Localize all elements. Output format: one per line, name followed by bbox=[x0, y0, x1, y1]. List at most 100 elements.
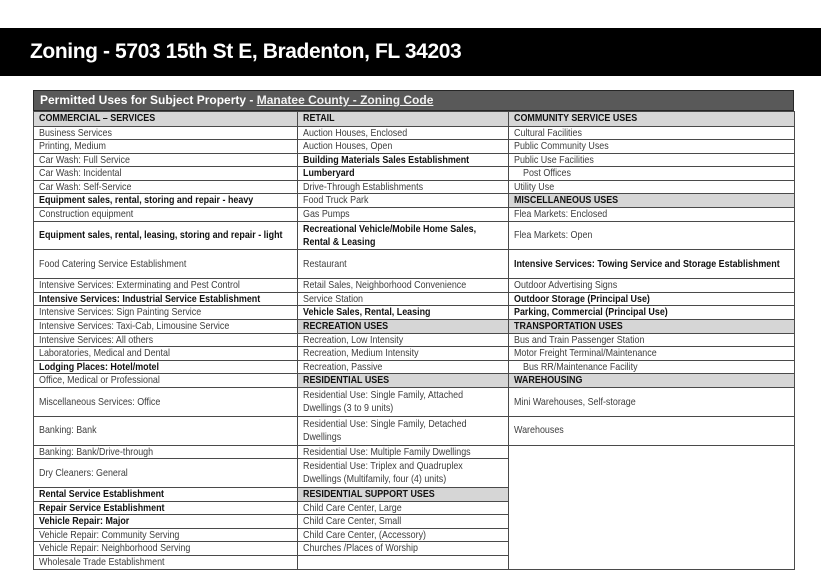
section-header-cell: WAREHOUSING bbox=[508, 373, 795, 388]
table-row: Vehicle Repair: Community Serving Child C… bbox=[33, 527, 795, 543]
column-header-retail: RETAIL bbox=[297, 111, 509, 127]
cell-text: Banking: Bank bbox=[39, 424, 97, 437]
cell-text: Building Materials Sales Establishment bbox=[303, 153, 470, 166]
cell-text: Intensive Services: Towing Service and S… bbox=[514, 258, 780, 271]
cell-text: Drive-Through Establishments bbox=[303, 180, 424, 193]
use-cell: Utility Use bbox=[508, 179, 795, 195]
cell-text: Intensive Services: Exterminating and Pe… bbox=[39, 279, 240, 292]
use-cell: Bus and Train Passenger Station bbox=[508, 332, 795, 348]
cell-text: Vehicle Repair: Major bbox=[39, 515, 130, 528]
cell-text: Food Catering Service Establishment bbox=[39, 258, 187, 271]
cell-text: Wholesale Trade Establishment bbox=[39, 555, 165, 568]
cell-text: Utility Use bbox=[514, 180, 555, 193]
use-cell: Miscellaneous Services: Office bbox=[33, 387, 298, 417]
empty-cell bbox=[508, 444, 795, 570]
use-cell: Child Care Center, Large bbox=[297, 500, 509, 516]
use-cell: Auction Houses, Open bbox=[297, 139, 509, 154]
use-cell: Banking: Bank bbox=[33, 415, 298, 446]
use-cell: Gas Pumps bbox=[297, 207, 509, 222]
empty-cell bbox=[297, 554, 509, 570]
page-title-banner: Zoning - 5703 15th St E, Bradenton, FL 3… bbox=[0, 28, 821, 76]
cell-text: Auction Houses, Open bbox=[303, 140, 393, 153]
cell-text: Banking: Bank/Drive-through bbox=[39, 445, 154, 458]
cell-text: Lumberyard bbox=[303, 167, 355, 180]
cell-text: Restaurant bbox=[303, 258, 347, 271]
cell-text: Recreation, Low Intensity bbox=[303, 333, 404, 346]
cell-text: Recreational Vehicle/Mobile Home Sales, … bbox=[303, 222, 477, 248]
page-title: Zoning - 5703 15th St E, Bradenton, FL 3… bbox=[30, 40, 462, 63]
use-cell: Intensive Services: Industrial Service E… bbox=[33, 291, 298, 307]
cell-text: Post Offices bbox=[523, 167, 571, 180]
use-cell: Car Wash: Self-Service bbox=[33, 179, 298, 195]
permitted-uses-section: Permitted Uses for Subject Property - Ma… bbox=[33, 90, 795, 570]
cell-text: Recreation, Medium Intensity bbox=[303, 347, 419, 360]
table-row: Dry Cleaners: General Residential Use: Tr… bbox=[33, 458, 795, 488]
use-cell: Dry Cleaners: General bbox=[33, 458, 298, 488]
cell-text: Vehicle Repair: Neighborhood Serving bbox=[39, 542, 191, 555]
cell-text: Intensive Services: Industrial Service E… bbox=[39, 292, 261, 305]
table-row: Laboratories, Medical and Dental Recreati… bbox=[33, 346, 795, 361]
cell-text: Child Care Center, Large bbox=[303, 501, 402, 514]
use-cell: Equipment sales, rental, storing and rep… bbox=[33, 193, 298, 209]
use-cell: Flea Markets: Enclosed bbox=[508, 207, 795, 222]
use-cell: Retail Sales, Neighborhood Convenience bbox=[297, 278, 509, 293]
use-cell: Intensive Services: Exterminating and Pe… bbox=[33, 278, 298, 293]
cell-text: Miscellaneous Services: Office bbox=[39, 395, 161, 408]
use-cell: Intensive Services: Taxi-Cab, Limousine … bbox=[33, 319, 298, 334]
cell-text: Car Wash: Incidental bbox=[39, 167, 122, 180]
table-row: Intensive Services: Industrial Service E… bbox=[33, 291, 795, 307]
use-cell: Business Services bbox=[33, 125, 298, 141]
cell-text: Residential Use: Triplex and Quadruplex … bbox=[303, 460, 463, 486]
use-cell: Post Offices bbox=[508, 166, 795, 181]
section-header-cell: RECREATION USES bbox=[297, 319, 509, 334]
cell-text: Public Community Uses bbox=[514, 140, 609, 153]
use-cell: Parking, Commercial (Principal Use) bbox=[508, 305, 795, 321]
use-cell: Cultural Facilities bbox=[508, 125, 795, 141]
cell-text: RESIDENTIAL USES bbox=[303, 374, 390, 387]
table-row: Office, Medical or Professional RESIDENTI… bbox=[33, 373, 795, 388]
use-cell: Vehicle Repair: Neighborhood Serving bbox=[33, 541, 298, 556]
table-row: Banking: Bank Residential Use: Single Fam… bbox=[33, 415, 795, 446]
column-header-community-service-uses: COMMUNITY SERVICE USES bbox=[508, 111, 795, 127]
cell-text: Rental Service Establishment bbox=[39, 487, 165, 500]
cell-text: Parking, Commercial (Principal Use) bbox=[514, 306, 668, 319]
use-cell: Recreational Vehicle/Mobile Home Sales, … bbox=[297, 220, 509, 251]
cell-text: Food Truck Park bbox=[303, 194, 369, 207]
table-row: Car Wash: Self-Service Drive-Through Esta… bbox=[33, 179, 795, 195]
table-row: Equipment sales, rental, leasing, storin… bbox=[33, 220, 795, 251]
use-cell: Mini Warehouses, Self-storage bbox=[508, 387, 795, 417]
use-cell: Repair Service Establishment bbox=[33, 500, 298, 516]
table-row: Construction equipment Gas Pumps Flea Mark… bbox=[33, 207, 795, 222]
cell-text: RECREATION USES bbox=[303, 320, 389, 333]
cell-text: Repair Service Establishment bbox=[39, 501, 165, 514]
table-rows: Business Services Auction Houses, Enclose… bbox=[33, 125, 795, 570]
cell-text: Laboratories, Medical and Dental bbox=[39, 347, 170, 360]
table-row: Printing, Medium Auction Houses, Open Publ… bbox=[33, 139, 795, 154]
cell-text: Intensive Services: Sign Painting Servic… bbox=[39, 306, 202, 319]
column-header-commercial-services: COMMERCIAL – SERVICES bbox=[33, 111, 298, 127]
use-cell: Auction Houses, Enclosed bbox=[297, 125, 509, 141]
use-cell: Vehicle Repair: Community Serving bbox=[33, 527, 298, 543]
use-cell: Residential Use: Multiple Family Dwellin… bbox=[297, 444, 509, 460]
use-cell: Printing, Medium bbox=[33, 139, 298, 154]
use-cell: Lumberyard bbox=[297, 166, 509, 181]
zoning-code-link[interactable]: Manatee County - Zoning Code bbox=[256, 93, 434, 107]
cell-text: Residential Use: Single Family, Detached… bbox=[303, 418, 467, 443]
cell-text: Office, Medical or Professional bbox=[39, 374, 160, 387]
table-row: Vehicle Repair: Neighborhood Serving Chur… bbox=[33, 541, 795, 556]
cell-text: Child Care Center, Small bbox=[303, 515, 402, 528]
use-cell: Drive-Through Establishments bbox=[297, 179, 509, 195]
use-cell: Wholesale Trade Establishment bbox=[33, 554, 298, 570]
use-cell: Construction equipment bbox=[33, 207, 298, 222]
cell-text: Churches /Places of Worship bbox=[303, 542, 418, 555]
table-row: Intensive Services: All others Recreation… bbox=[33, 332, 795, 348]
table-row: Business Services Auction Houses, Enclose… bbox=[33, 125, 795, 141]
use-cell: Laboratories, Medical and Dental bbox=[33, 346, 298, 361]
table-title-bar: Permitted Uses for Subject Property - Ma… bbox=[33, 90, 794, 111]
use-cell: Vehicle Repair: Major bbox=[33, 514, 298, 529]
cell-text: Outdoor Storage (Principal Use) bbox=[514, 292, 650, 305]
cell-text: Construction equipment bbox=[39, 208, 134, 221]
use-cell: Rental Service Establishment bbox=[33, 486, 298, 502]
use-cell: Child Care Center, Small bbox=[297, 514, 509, 529]
use-cell: Recreation, Passive bbox=[297, 359, 509, 375]
